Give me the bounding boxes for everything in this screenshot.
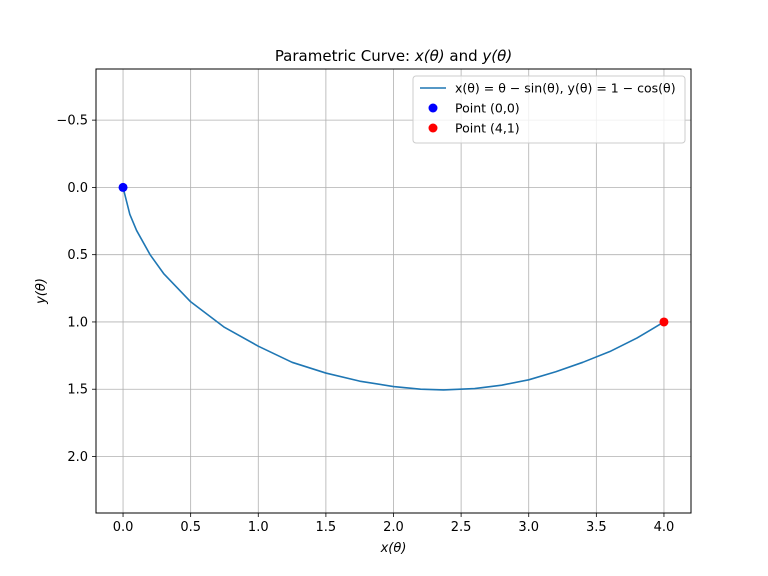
x-tick-label: 1.0 (248, 520, 269, 535)
legend-label: Point (4,1) (455, 121, 520, 136)
x-tick-label: 3.5 (586, 520, 607, 535)
series-layer (118, 182, 669, 391)
series-line (122, 187, 665, 391)
legend-label: Point (0,0) (455, 101, 520, 116)
legend-label: x(θ) = θ − sin(θ), y(θ) = 1 − cos(θ) (455, 81, 676, 96)
y-axis: −0.5 0.0 0.5 1.0 1.5 2.0 (56, 114, 96, 465)
legend-swatch-marker (428, 103, 438, 113)
y-tick-label: 0.5 (67, 248, 88, 263)
x-axis-title: x(θ) (380, 541, 407, 556)
x-tick-label: 0.0 (113, 520, 134, 535)
chart-title: Parametric Curve: x(θ) and y(θ) (275, 47, 512, 65)
y-tick-label: 2.0 (67, 450, 88, 465)
y-tick-label: 1.5 (67, 383, 88, 398)
y-tick-label: −0.5 (56, 114, 88, 129)
y-axis-title: y(θ) (34, 278, 49, 305)
x-tick-label: 2.5 (451, 520, 472, 535)
x-axis: 0.0 0.5 1.0 1.5 2.0 2.5 3.0 3.5 4.0 (113, 513, 675, 535)
legend-swatch-marker (428, 123, 438, 133)
y-tick-label: 1.0 (67, 315, 88, 330)
x-tick-label: 3.0 (518, 520, 539, 535)
legend: x(θ) = θ − sin(θ), y(θ) = 1 − cos(θ) Poin… (412, 75, 686, 144)
series-marker (118, 182, 128, 192)
x-tick-label: 0.5 (180, 520, 201, 535)
y-tick-label: 0.0 (67, 181, 88, 196)
x-tick-label: 1.5 (316, 520, 337, 535)
series-marker (659, 317, 669, 327)
legend-box (412, 75, 686, 144)
x-tick-label: 2.0 (383, 520, 404, 535)
x-tick-label: 4.0 (654, 520, 675, 535)
